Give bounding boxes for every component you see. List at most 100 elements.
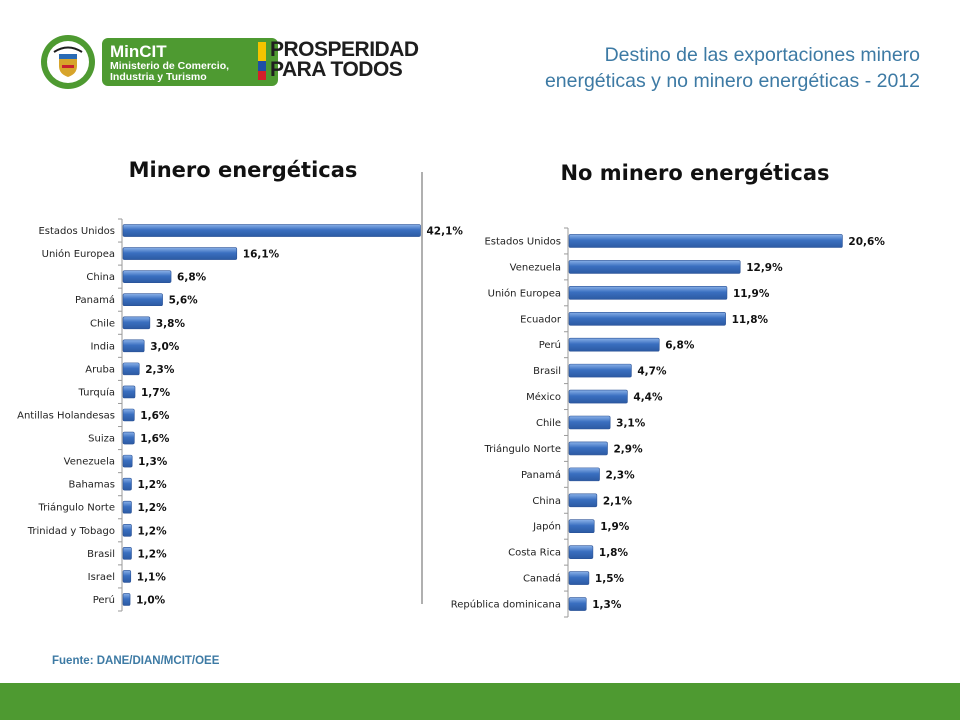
data-label: 2,3% [606,469,636,481]
data-label: 3,1% [616,418,646,430]
bar [568,597,587,611]
category-label: Brasil [533,366,561,377]
category-label: Estados Unidos [38,226,115,237]
bar [122,316,151,330]
data-label: 1,2% [137,548,167,560]
data-label: 3,8% [156,318,186,330]
source-note: Fuente: DANE/DIAN/MCIT/OEE [52,655,220,667]
category-label: Antillas Holandesas [17,411,115,422]
data-label: 1,2% [137,479,167,491]
category-label: Aruba [85,364,115,375]
data-label: 16,1% [243,249,280,261]
bar [122,570,132,583]
bar [568,467,600,482]
mincit-logo: MinCIT Ministerio de Comercio, Industria… [102,38,278,86]
data-label: 2,3% [145,364,175,376]
data-label: 42,1% [427,226,464,238]
data-label: 3,0% [150,341,180,353]
category-label: Panamá [75,294,115,306]
bar [122,454,133,468]
category-label: Perú [93,594,115,606]
bar [568,389,628,404]
data-label: 1,2% [137,525,167,537]
category-label: Japón [532,521,561,533]
prosperidad-logo: PROSPERIDAD PARA TODOS [258,38,438,86]
bar [568,286,728,300]
category-label: Estados Unidos [484,236,561,247]
bar [568,571,590,585]
data-label: 4,7% [637,366,667,378]
category-label: Ecuador [520,314,562,325]
data-label: 11,8% [732,314,769,326]
bar [568,493,598,508]
bar [568,363,632,378]
category-label: Venezuela [64,457,115,468]
category-label: Chile [536,418,561,429]
bar [122,547,132,560]
prosperidad-text: PROSPERIDAD PARA TODOS [270,38,419,81]
category-label: Unión Europea [488,287,561,299]
category-label: Panamá [521,469,561,481]
data-label: 6,8% [177,272,207,284]
chart-no-minero-energeticas: No minero energéticas Estados Unidos 20,6%… [451,161,885,618]
colombia-seal-icon [41,35,95,89]
page-title: Destino de las exportaciones minero ener… [544,44,920,92]
bar [568,311,726,326]
data-label: 11,9% [733,288,770,300]
bar [122,385,136,399]
bar [568,415,611,430]
bar [568,337,660,352]
data-label: 1,6% [140,433,170,445]
chart-title: No minero energéticas [560,161,829,185]
mincit-subtitle: Ministerio de Comercio, Industria y Turi… [110,60,230,83]
category-label: Trinidad y Tobago [27,526,115,537]
data-label: 4,4% [633,392,663,404]
footer-bar [0,683,960,720]
category-label: Chile [90,318,115,329]
bar [122,224,421,237]
data-label: 1,5% [595,573,625,585]
data-label: 1,6% [140,410,170,422]
bar [122,339,145,353]
category-label: Triángulo Norte [483,443,561,455]
category-label: Triángulo Norte [37,502,115,514]
data-label: 1,9% [600,521,630,533]
chart-minero-energeticas: Minero energéticas Estados Unidos 42,1% Uni… [17,158,464,612]
bar [122,593,131,606]
bar [122,247,238,260]
flag-bars-icon [258,42,266,80]
mincit-title: MinCIT [110,42,167,61]
category-label: Unión Europea [42,248,115,260]
bar [568,260,741,274]
data-label: 1,3% [592,599,622,611]
category-label: Venezuela [510,262,561,273]
data-label: 1,0% [136,594,166,606]
bar [122,523,132,537]
data-label: 5,6% [169,295,199,307]
category-label: India [90,341,115,352]
category-label: China [86,272,115,283]
category-label: Costa Rica [508,548,561,559]
data-label: 12,9% [746,262,783,274]
category-label: China [532,496,561,507]
data-label: 6,8% [665,340,695,352]
bar [122,500,132,514]
category-label: Bahamas [68,480,115,491]
prosperidad-line1: PROSPERIDAD [270,38,419,61]
data-label: 20,6% [848,236,885,248]
bar [122,477,132,491]
bar [568,519,595,534]
data-label: 1,3% [138,456,168,468]
bar [122,293,163,307]
bar [122,362,140,376]
header-logos: MinCIT Ministerio de Comercio, Industria… [40,34,440,94]
bar [568,545,594,559]
chart-divider [421,172,423,604]
data-label: 1,2% [137,502,167,514]
bar [122,270,172,283]
category-label: Israel [88,572,115,583]
prosperidad-line2: PARA TODOS [270,58,403,81]
category-label: República dominicana [451,599,561,611]
category-label: Canadá [523,573,561,585]
